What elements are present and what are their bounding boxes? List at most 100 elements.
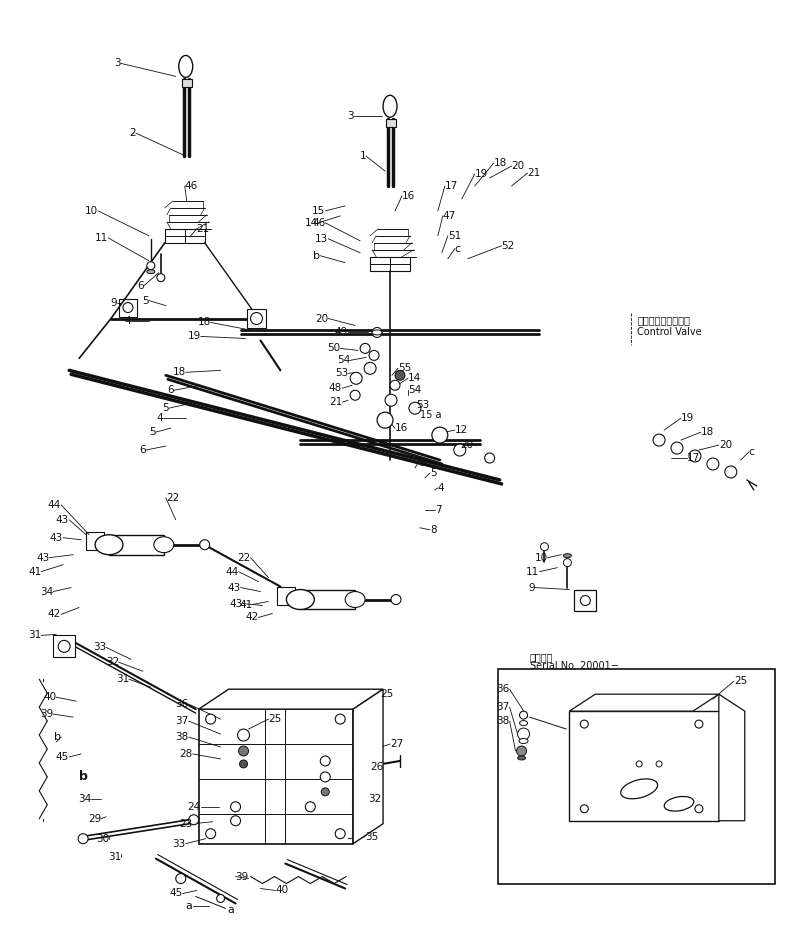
Text: 36: 36: [496, 684, 510, 694]
Text: 40: 40: [276, 885, 288, 895]
Circle shape: [238, 729, 250, 741]
Circle shape: [239, 746, 249, 756]
Text: Control Valve: Control Valve: [638, 327, 702, 337]
Text: 19: 19: [681, 413, 694, 423]
Ellipse shape: [287, 590, 314, 609]
Circle shape: [350, 390, 360, 400]
Text: 20: 20: [315, 313, 328, 324]
Ellipse shape: [519, 739, 528, 743]
Text: 11: 11: [526, 566, 540, 577]
Text: 13: 13: [315, 234, 328, 244]
Text: 43: 43: [36, 552, 49, 563]
Text: 25: 25: [380, 689, 393, 699]
Text: 19: 19: [187, 332, 201, 341]
Text: c: c: [455, 244, 461, 254]
Text: 44: 44: [48, 500, 61, 510]
Text: b: b: [314, 250, 320, 260]
Text: 42: 42: [245, 613, 258, 622]
Text: 29: 29: [88, 814, 101, 824]
Circle shape: [540, 542, 548, 551]
Text: 21: 21: [329, 397, 342, 407]
Ellipse shape: [517, 756, 525, 760]
Circle shape: [360, 343, 370, 353]
Text: c: c: [749, 447, 755, 457]
Text: 4: 4: [124, 315, 131, 325]
Bar: [53, 635, 75, 657]
Text: 36: 36: [175, 699, 189, 709]
Text: 45: 45: [170, 888, 182, 898]
Bar: [277, 587, 295, 604]
Text: 49: 49: [335, 327, 348, 337]
Ellipse shape: [621, 779, 657, 799]
Text: 18: 18: [701, 427, 714, 438]
Circle shape: [581, 805, 589, 813]
Circle shape: [689, 450, 701, 462]
Ellipse shape: [147, 270, 155, 273]
Circle shape: [707, 458, 719, 470]
Text: 5: 5: [430, 468, 437, 478]
Circle shape: [581, 595, 590, 605]
Text: 33: 33: [92, 642, 106, 653]
Bar: [300, 590, 356, 609]
Text: 50: 50: [327, 343, 340, 353]
Circle shape: [395, 370, 405, 380]
Text: 18: 18: [172, 367, 186, 377]
Text: コントロールバルブ: コントロールバルブ: [638, 315, 690, 325]
Text: 16: 16: [395, 423, 408, 433]
Ellipse shape: [664, 796, 694, 811]
Text: 31: 31: [28, 630, 41, 641]
Circle shape: [517, 728, 529, 740]
Circle shape: [372, 327, 382, 337]
Text: 12: 12: [455, 425, 468, 435]
Bar: [109, 535, 164, 554]
Text: 26: 26: [370, 762, 383, 772]
Text: 適用号機: 適用号機: [529, 653, 553, 662]
Circle shape: [205, 714, 216, 724]
Circle shape: [231, 816, 240, 826]
Text: b: b: [55, 732, 61, 742]
Circle shape: [200, 540, 209, 550]
Text: 17: 17: [687, 453, 700, 463]
Circle shape: [239, 760, 247, 768]
Text: 25: 25: [734, 676, 747, 686]
Text: 39: 39: [40, 709, 53, 719]
Text: 20: 20: [719, 440, 732, 451]
Text: 20: 20: [460, 440, 473, 451]
Ellipse shape: [179, 56, 193, 77]
Text: 46: 46: [185, 181, 198, 191]
Polygon shape: [719, 694, 745, 820]
Text: 41: 41: [239, 600, 253, 609]
Polygon shape: [353, 689, 383, 844]
Circle shape: [517, 746, 527, 756]
Bar: [574, 590, 596, 612]
Circle shape: [581, 720, 589, 728]
Text: 52: 52: [502, 241, 515, 251]
Circle shape: [231, 802, 240, 812]
Text: 31: 31: [107, 852, 121, 861]
Text: b: b: [79, 770, 88, 783]
Circle shape: [695, 720, 703, 728]
Text: 4: 4: [438, 483, 445, 493]
Ellipse shape: [520, 720, 528, 726]
Bar: [246, 309, 266, 328]
Text: 22: 22: [237, 552, 250, 563]
Circle shape: [432, 427, 448, 443]
Text: 45: 45: [56, 752, 70, 762]
Text: 10: 10: [85, 206, 98, 216]
Text: 44: 44: [225, 566, 239, 577]
Text: 35: 35: [365, 832, 378, 842]
Circle shape: [335, 714, 345, 724]
Circle shape: [725, 466, 737, 478]
Text: 54: 54: [337, 355, 350, 365]
Circle shape: [364, 362, 376, 375]
Text: 32: 32: [368, 794, 382, 804]
Text: 33: 33: [172, 839, 186, 848]
Text: 18: 18: [494, 159, 507, 168]
Circle shape: [385, 394, 397, 406]
Text: 37: 37: [496, 702, 510, 712]
Text: 40: 40: [43, 692, 56, 702]
Text: 5: 5: [149, 427, 156, 438]
Text: 10: 10: [534, 552, 547, 563]
Text: 17: 17: [445, 181, 458, 191]
Text: 24: 24: [187, 802, 201, 812]
